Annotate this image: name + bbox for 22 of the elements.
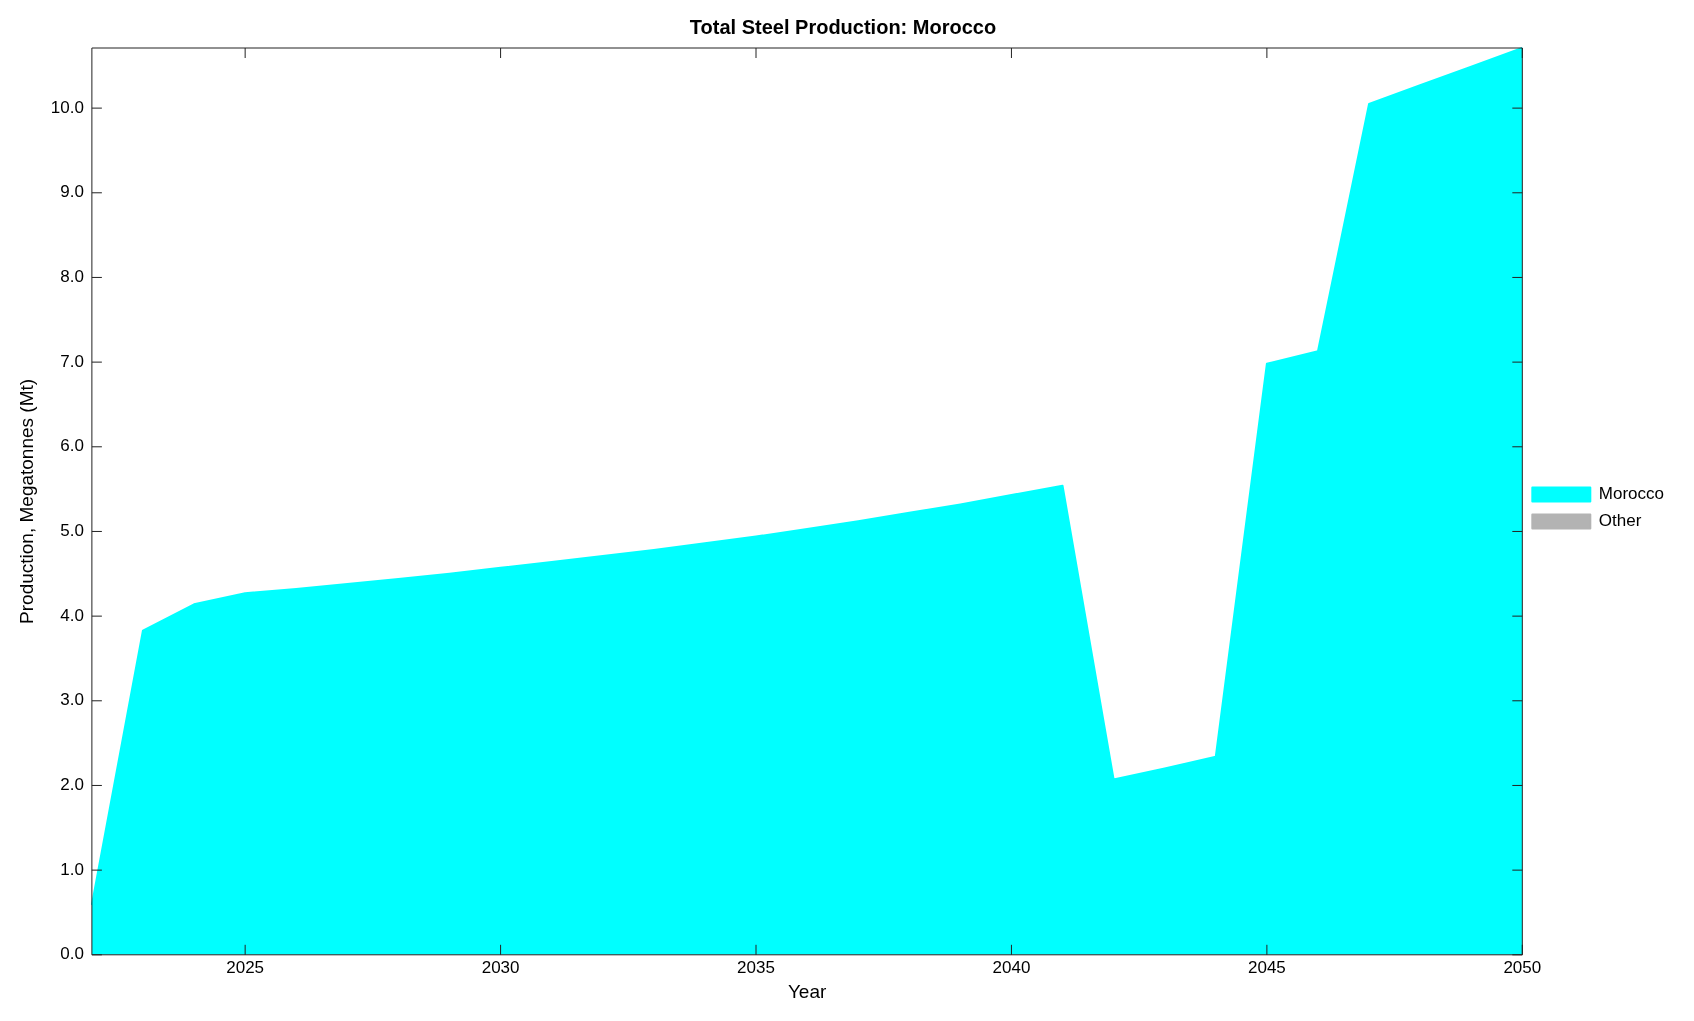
y-axis-title: Production, Megatonnes (Mt) [15,378,37,624]
x-tick-label: 2030 [481,957,520,977]
y-tick-label: 9.0 [60,182,84,202]
y-tick-label: 2.0 [60,775,84,795]
legend-label: Other [1598,511,1642,531]
y-tick-label: 10.0 [50,97,84,117]
x-tick-label: 2045 [1247,957,1286,977]
y-tick-label: 7.0 [60,351,84,371]
y-tick-label: 1.0 [60,859,84,879]
y-tick-label: 8.0 [60,267,84,287]
y-tick-label: 4.0 [60,605,84,625]
y-tick-label: 0.0 [60,944,84,964]
chart-title: Total Steel Production: Morocco [689,15,997,38]
y-tick-label: 3.0 [60,690,84,710]
x-tick-label: 2040 [992,957,1031,977]
y-tick-label: 5.0 [60,521,84,541]
legend-label: Morocco [1598,484,1664,504]
x-tick-label: 2050 [1503,957,1542,977]
x-axis-title: Year [787,980,827,1002]
x-tick-label: 2035 [737,957,775,977]
x-tick-label: 2025 [226,957,265,977]
y-tick-label: 6.0 [60,436,84,456]
